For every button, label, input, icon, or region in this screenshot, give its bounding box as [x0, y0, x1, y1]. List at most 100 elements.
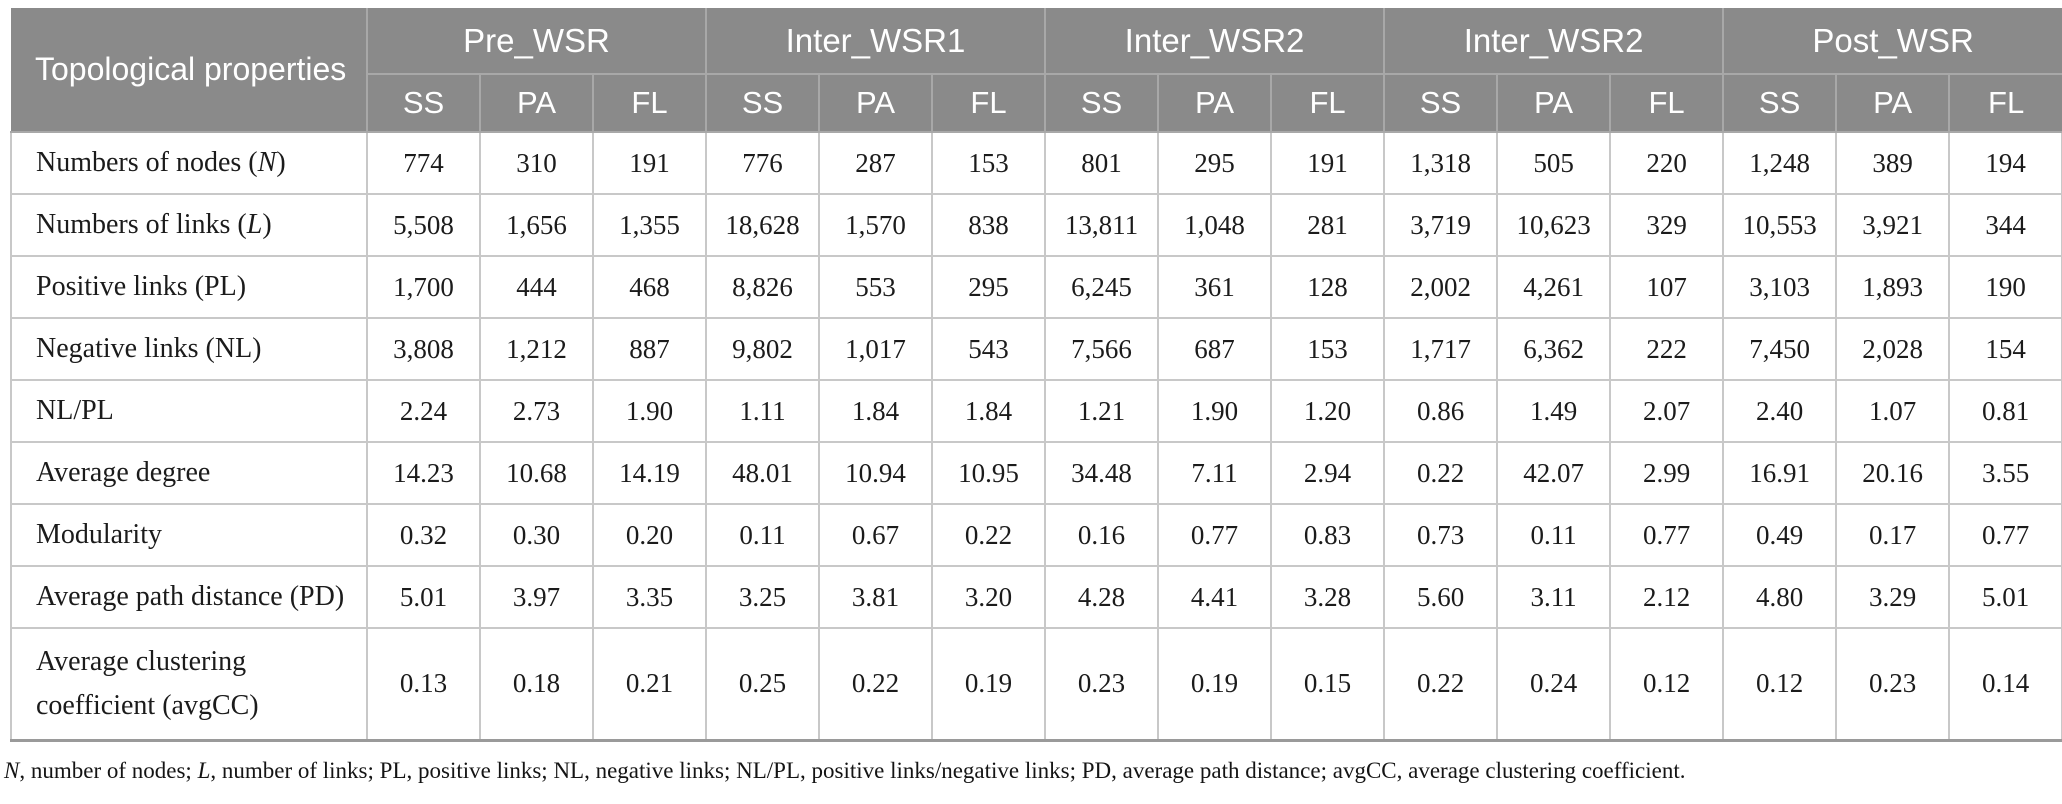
subcolumn-inter_wsr1-fl: FL [930, 74, 1047, 133]
value-cell: 0.24 [1496, 627, 1612, 742]
paper-table-figure: Topological properties Pre_WSR Inter_WSR1… [0, 8, 2062, 804]
table-row: Negative links (NL) 3,808 1,212 887 9,802 1,0… [10, 317, 2062, 381]
value-cell: 553 [818, 255, 933, 319]
column-group-3-inter_wsr2: Inter_WSR2 [1383, 8, 1725, 75]
value-cell: 0.20 [592, 503, 707, 567]
subcolumn-inter_wsr1-pa: PA [818, 74, 933, 133]
value-cell: 3.28 [1270, 565, 1386, 629]
value-cell: 14.19 [592, 441, 707, 505]
value-cell: 190 [1948, 255, 2062, 319]
row-label-text: Average degree [36, 457, 211, 489]
value-cell: 222 [1609, 317, 1725, 381]
value-cell: 5.01 [366, 565, 481, 629]
value-cell: 5.01 [1948, 565, 2062, 629]
value-cell: 2.73 [479, 379, 594, 443]
value-cell: 1.84 [930, 379, 1047, 443]
value-cell: 0.49 [1722, 503, 1838, 567]
subcolumn-pre_wsr-fl: FL [592, 74, 707, 133]
value-cell: 0.16 [1044, 503, 1160, 567]
value-cell: 774 [366, 131, 481, 195]
value-cell: 153 [930, 131, 1047, 195]
value-cell: 2,028 [1835, 317, 1951, 381]
value-cell: 2.12 [1609, 565, 1725, 629]
value-cell: 329 [1609, 193, 1725, 257]
value-cell: 361 [1157, 255, 1273, 319]
row-label: Numbers of nodes (N) [10, 131, 368, 195]
column-group-2-inter_wsr2: Inter_WSR2 [1044, 8, 1386, 75]
value-cell: 220 [1609, 131, 1725, 195]
table-row: Average clustering coefficient (avgCC) 0.… [10, 627, 2062, 742]
value-cell: 3.29 [1835, 565, 1951, 629]
value-cell: 10.94 [818, 441, 933, 505]
row-label: Average path distance (PD) [10, 565, 368, 629]
value-cell: 4.80 [1722, 565, 1838, 629]
footnote-text: , number of links; PL, positive links; N… [210, 757, 1686, 783]
value-cell: 310 [479, 131, 594, 195]
row-label-variable: L [246, 209, 263, 241]
value-cell: 154 [1948, 317, 2062, 381]
subcolumn-inter_wsr2-ss: SS [1044, 74, 1160, 133]
value-cell: 0.67 [818, 503, 933, 567]
row-label: Positive links (PL) [10, 255, 368, 319]
row-label-text: Negative links (NL) [36, 333, 262, 365]
subcolumn-inter_wsr2-fl: FL [1270, 74, 1386, 133]
value-cell: 0.77 [1609, 503, 1725, 567]
value-cell: 838 [930, 193, 1047, 257]
subcolumn-pre_wsr-ss: SS [367, 74, 481, 133]
value-cell: 1.07 [1835, 379, 1951, 443]
table-row: Positive links (PL) 1,700 444 468 8,826 553 29… [10, 255, 2062, 319]
row-label-text: Positive links (PL) [36, 271, 247, 303]
value-cell: 344 [1948, 193, 2062, 257]
value-cell: 2.94 [1270, 441, 1386, 505]
value-cell: 3.81 [818, 565, 933, 629]
subcolumn-inter_wsr2-ss: SS [1383, 74, 1499, 133]
value-cell: 0.30 [479, 503, 594, 567]
value-cell: 1,048 [1157, 193, 1273, 257]
value-cell: 543 [930, 317, 1047, 381]
value-cell: 5,508 [366, 193, 481, 257]
value-cell: 0.19 [1157, 627, 1273, 742]
value-cell: 0.21 [592, 627, 707, 742]
value-cell: 1,717 [1383, 317, 1499, 381]
value-cell: 14.23 [366, 441, 481, 505]
value-cell: 0.83 [1270, 503, 1386, 567]
table-row: Modularity 0.32 0.30 0.20 0.11 0.67 0.22 0.16 0.… [10, 503, 2062, 567]
table-row: Average degree 14.23 10.68 14.19 48.01 10.94 1… [10, 441, 2062, 505]
value-cell: 6,362 [1496, 317, 1612, 381]
corner-header: Topological properties [11, 8, 368, 133]
value-cell: 4.41 [1157, 565, 1273, 629]
subcolumn-inter_wsr2-pa: PA [1157, 74, 1273, 133]
topological-properties-table: Topological properties Pre_WSR Inter_WSR1… [10, 8, 2062, 742]
value-cell: 295 [1157, 131, 1273, 195]
value-cell: 7,450 [1722, 317, 1838, 381]
value-cell: 0.32 [366, 503, 481, 567]
value-cell: 3.97 [479, 565, 594, 629]
value-cell: 1,893 [1835, 255, 1951, 319]
value-cell: 3.25 [705, 565, 820, 629]
footnote-text: , number of nodes; [19, 757, 198, 783]
footnote-text: N [4, 757, 20, 783]
subcolumn-post_wsr-fl: FL [1948, 74, 2062, 133]
value-cell: 0.73 [1383, 503, 1499, 567]
value-cell: 0.22 [1383, 627, 1499, 742]
row-label-text: Average path distance (PD) [36, 581, 345, 613]
value-cell: 191 [592, 131, 707, 195]
value-cell: 10.95 [930, 441, 1047, 505]
row-label-suffix: ) [262, 209, 272, 241]
row-label-text: NL/PL [36, 395, 114, 427]
value-cell: 0.15 [1270, 627, 1386, 742]
value-cell: 0.23 [1835, 627, 1951, 742]
value-cell: 1,700 [366, 255, 481, 319]
value-cell: 34.48 [1044, 441, 1160, 505]
row-label: NL/PL [10, 379, 368, 443]
value-cell: 1.20 [1270, 379, 1386, 443]
value-cell: 1.90 [1157, 379, 1273, 443]
value-cell: 444 [479, 255, 594, 319]
value-cell: 48.01 [705, 441, 820, 505]
table-row: Numbers of links (L) 5,508 1,656 1,355 18,62… [10, 193, 2062, 257]
value-cell: 42.07 [1496, 441, 1612, 505]
value-cell: 1.11 [705, 379, 820, 443]
value-cell: 0.13 [366, 627, 481, 742]
row-label-text: Modularity [36, 519, 162, 551]
value-cell: 13,811 [1044, 193, 1160, 257]
